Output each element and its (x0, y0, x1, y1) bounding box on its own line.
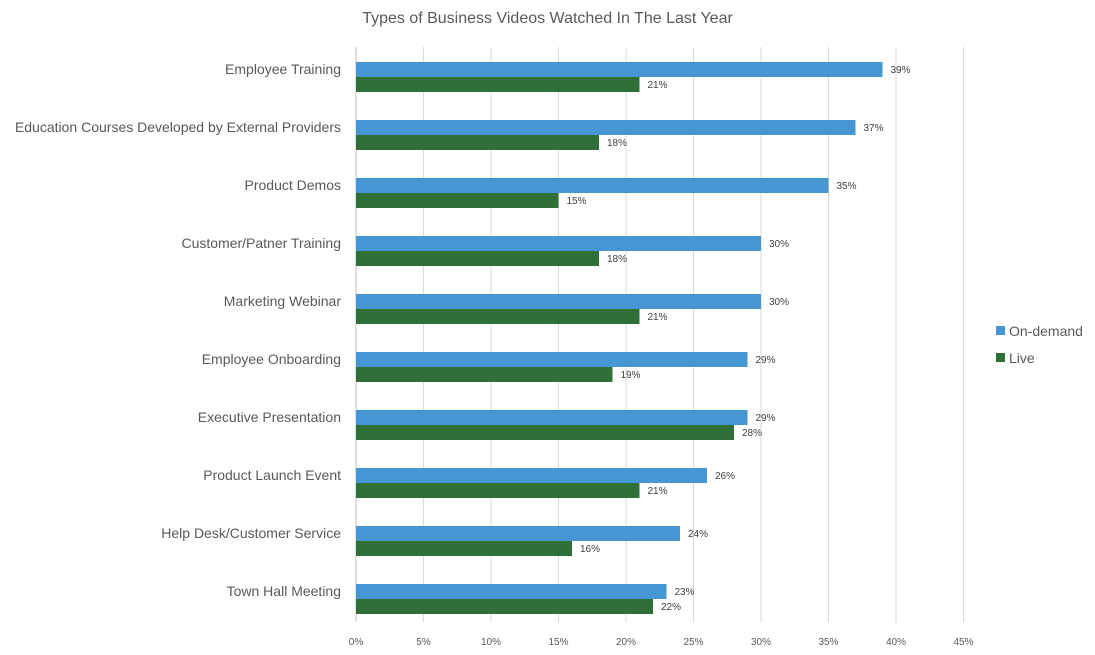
bar-live (356, 599, 653, 614)
bar-on-demand (356, 62, 883, 77)
x-tick-label: 5% (416, 637, 431, 648)
data-label: 21% (648, 80, 668, 91)
data-label: 29% (756, 355, 776, 366)
category-label: Product Launch Event (203, 467, 341, 483)
category-label: Executive Presentation (198, 409, 341, 425)
legend-swatch (996, 353, 1005, 362)
category-label: Education Courses Developed by External … (15, 119, 341, 135)
bar-on-demand (356, 584, 667, 599)
bar-live (356, 77, 640, 92)
bar-live (356, 193, 559, 208)
data-label: 37% (864, 123, 884, 134)
legend-label: On-demand (1009, 323, 1083, 339)
data-label: 21% (648, 312, 668, 323)
x-tick-label: 0% (349, 637, 364, 648)
x-tick-label: 45% (953, 637, 973, 648)
data-label: 28% (742, 428, 762, 439)
bar-live (356, 251, 599, 266)
bar-live (356, 309, 640, 324)
data-label: 30% (769, 297, 789, 308)
data-label: 39% (891, 65, 911, 76)
bar-live (356, 425, 734, 440)
bar-on-demand (356, 468, 707, 483)
data-label: 16% (580, 544, 600, 555)
data-label: 18% (607, 254, 627, 265)
data-label: 29% (756, 413, 776, 424)
bar-on-demand (356, 178, 829, 193)
data-label: 19% (621, 370, 641, 381)
bar-live (356, 483, 640, 498)
legend-label: Live (1009, 350, 1035, 366)
category-label: Help Desk/Customer Service (161, 525, 341, 541)
bar-on-demand (356, 352, 748, 367)
bar-live (356, 367, 613, 382)
data-label: 15% (567, 196, 587, 207)
x-tick-label: 35% (818, 637, 838, 648)
data-label: 30% (769, 239, 789, 250)
x-tick-label: 15% (548, 637, 568, 648)
chart-title: Types of Business Videos Watched In The … (362, 10, 733, 27)
bar-on-demand (356, 294, 761, 309)
category-label: Town Hall Meeting (227, 583, 341, 599)
bar-on-demand (356, 526, 680, 541)
data-label: 23% (675, 587, 695, 598)
x-tick-label: 20% (616, 637, 636, 648)
category-label: Marketing Webinar (224, 293, 342, 309)
x-tick-label: 25% (683, 637, 703, 648)
data-label: 26% (715, 471, 735, 482)
data-label: 21% (648, 486, 668, 497)
x-tick-label: 30% (751, 637, 771, 648)
bar-on-demand (356, 410, 748, 425)
legend-swatch (996, 326, 1005, 335)
x-tick-label: 10% (481, 637, 501, 648)
category-label: Customer/Patner Training (181, 235, 341, 251)
bar-on-demand (356, 236, 761, 251)
category-label: Product Demos (245, 177, 341, 193)
x-tick-label: 40% (886, 637, 906, 648)
category-label: Employee Training (225, 61, 341, 77)
data-label: 24% (688, 529, 708, 540)
data-label: 22% (661, 602, 681, 613)
data-label: 18% (607, 138, 627, 149)
data-label: 35% (837, 181, 857, 192)
bar-live (356, 541, 572, 556)
bar-live (356, 135, 599, 150)
bar-on-demand (356, 120, 856, 135)
category-label: Employee Onboarding (202, 351, 341, 367)
